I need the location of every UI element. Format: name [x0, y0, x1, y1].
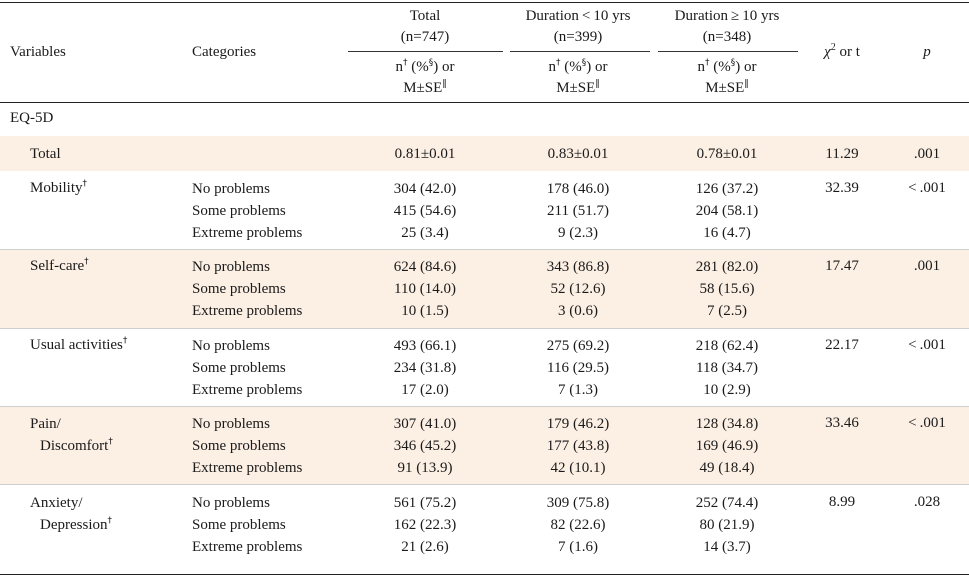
group-p: < .001: [908, 180, 946, 196]
group-lt10-values: 179 (46.2) 177 (43.8) 42 (10.1): [546, 416, 610, 476]
total-row-p: .001: [913, 146, 941, 162]
group-total-values: 493 (66.1) 234 (31.8) 17 (2.0): [393, 338, 457, 398]
group-band-self-care: [0, 250, 969, 328]
group-p: < .001: [908, 415, 946, 431]
group-p: .028: [913, 494, 941, 510]
group-band-pain: [0, 407, 969, 484]
subheader-ge10-line2: M±SE‖: [705, 79, 749, 97]
group-categories: No problems Some problems Extreme problems: [192, 416, 303, 476]
subheader-total-line2: M±SE‖: [403, 79, 447, 97]
header-lt10-n: (n=399): [553, 29, 603, 45]
group-total-values: 624 (84.6) 110 (14.0) 10 (1.5): [393, 259, 457, 319]
subheader-lt10-line2: M±SE‖: [556, 79, 600, 97]
group-label: Pain/ Discomfort†: [30, 416, 113, 454]
header-ge10-title: Duration ≥ 10 yrs: [674, 8, 780, 24]
group-stat: 17.47: [825, 258, 859, 274]
group-categories: No problems Some problems Extreme problems: [192, 495, 303, 555]
subheader-ge10-line1: n† (%§) or: [697, 58, 757, 76]
header-divider-total: [348, 51, 503, 52]
header-bottom-rule: [0, 102, 969, 103]
header-chi-square: χ2 or t: [824, 42, 860, 61]
group-lt10-values: 275 (69.2) 116 (29.5) 7 (1.3): [546, 338, 610, 398]
section-label: EQ-5D: [10, 110, 54, 126]
header-divider-ge10: [658, 51, 798, 52]
group-categories: No problems Some problems Extreme problems: [192, 259, 303, 319]
subheader-total-line1: n† (%§) or: [395, 58, 455, 76]
group-total-values: 561 (75.2) 162 (22.3) 21 (2.6): [393, 495, 457, 555]
table-top-rule: [0, 2, 969, 3]
header-variables: Variables: [10, 44, 66, 60]
group-label: Anxiety/ Depression†: [30, 495, 112, 533]
subheader-lt10-line1: n† (%§) or: [548, 58, 608, 76]
header-ge10-n: (n=348): [702, 29, 752, 45]
total-row-label: Total: [30, 146, 61, 162]
header-divider-lt10: [510, 51, 650, 52]
group-stat: 8.99: [828, 494, 856, 510]
group-label: Self-care†: [30, 257, 89, 275]
total-row-band: [0, 136, 969, 171]
group-rule: [0, 328, 969, 329]
group-total-values: 307 (41.0) 346 (45.2) 91 (13.9): [393, 416, 457, 476]
group-rule: [0, 406, 969, 407]
group-ge10-values: 281 (82.0) 58 (15.6) 7 (2.5): [695, 259, 759, 319]
header-total-n: (n=747): [400, 29, 450, 45]
group-ge10-values: 128 (34.8) 169 (46.9) 49 (18.4): [695, 416, 759, 476]
group-ge10-values: 252 (74.4) 80 (21.9) 14 (3.7): [695, 495, 759, 555]
group-lt10-values: 178 (46.0) 211 (51.7) 9 (2.3): [546, 181, 610, 241]
header-categories: Categories: [192, 44, 257, 60]
total-row-total: 0.81±0.01: [394, 146, 456, 162]
group-label: Usual activities†: [30, 336, 128, 354]
total-row-lt10: 0.83±0.01: [547, 146, 609, 162]
group-total-values: 304 (42.0) 415 (54.6) 25 (3.4): [393, 181, 457, 241]
group-p: < .001: [908, 337, 946, 353]
group-ge10-values: 126 (37.2) 204 (58.1) 16 (4.7): [695, 181, 759, 241]
group-categories: No problems Some problems Extreme problems: [192, 181, 303, 241]
group-stat: 33.46: [825, 415, 859, 431]
group-ge10-values: 218 (62.4) 118 (34.7) 10 (2.9): [695, 338, 759, 398]
group-stat: 32.39: [825, 180, 859, 196]
group-rule: [0, 484, 969, 485]
group-stat: 22.17: [825, 337, 859, 353]
total-row-ge10: 0.78±0.01: [696, 146, 758, 162]
group-categories: No problems Some problems Extreme problems: [192, 338, 303, 398]
table-bottom-rule: [0, 574, 969, 575]
group-p: .001: [913, 258, 941, 274]
header-lt10-title: Duration < 10 yrs: [525, 8, 631, 24]
total-row-stat: 11.29: [825, 146, 859, 162]
group-lt10-values: 343 (86.8) 52 (12.6) 3 (0.6): [546, 259, 610, 319]
header-p: p: [923, 44, 931, 60]
group-rule: [0, 249, 969, 250]
group-lt10-values: 309 (75.8) 82 (22.6) 7 (1.6): [546, 495, 610, 555]
group-label: Mobility†: [30, 179, 88, 197]
header-total-title: Total: [409, 8, 441, 24]
